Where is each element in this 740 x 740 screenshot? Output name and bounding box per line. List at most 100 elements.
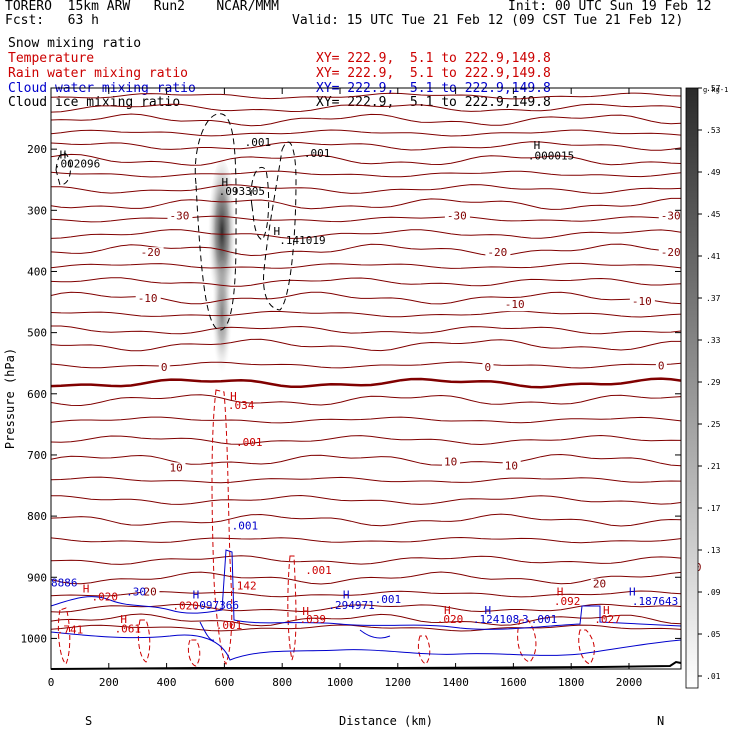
temperature-label-10: 0 bbox=[484, 361, 491, 374]
y-tick-label-1: 300 bbox=[27, 204, 47, 217]
temperature-contour-28 bbox=[51, 555, 681, 565]
rain-label-14: H bbox=[444, 604, 451, 617]
plot-frame bbox=[50, 87, 682, 670]
colorbar-label-10: .41 bbox=[706, 252, 721, 261]
south-label: S bbox=[85, 714, 92, 728]
temperature-contour-15 bbox=[51, 310, 681, 318]
temperature-label-6: -10 bbox=[138, 292, 158, 305]
temperature-label-9: 0 bbox=[161, 361, 168, 374]
rain-contour-2 bbox=[57, 607, 71, 665]
temperature-label-13: 10 bbox=[444, 455, 457, 468]
cloud-ice-label-1: .002096 bbox=[54, 158, 100, 171]
y-tick-label-6: 800 bbox=[27, 510, 47, 523]
temperature-contour-20 bbox=[51, 394, 681, 407]
y-axis-label: Pressure (hPa) bbox=[3, 348, 17, 449]
axes: 0 200 400 600 800 1000 1200 1400 1600 1800 2000200… bbox=[3, 88, 681, 728]
colorbar-label-3: .13 bbox=[706, 546, 721, 555]
temperature-contour-25 bbox=[51, 494, 681, 505]
temperature-contour-33 bbox=[51, 624, 681, 632]
temperature-label-bg-16 bbox=[590, 578, 609, 591]
temperature-contour-7 bbox=[51, 184, 681, 194]
temperature-label-5: -20 bbox=[661, 246, 681, 259]
rain-label-19: .027 bbox=[594, 613, 621, 626]
temperature-label-bg-13 bbox=[442, 456, 461, 469]
x-tick-label-7: 1400 bbox=[442, 676, 469, 689]
cloud-water-label-0: .001 bbox=[232, 520, 259, 533]
rain-label-0: H bbox=[230, 390, 237, 403]
cloud-water-contour-1 bbox=[51, 631, 681, 661]
temperature-label-bg-8 bbox=[629, 296, 655, 309]
rain-contour-7 bbox=[578, 629, 595, 665]
temperature-label-2: -30 bbox=[661, 209, 681, 222]
temperature-contour-13 bbox=[51, 277, 681, 287]
colorbar: .01 .05 .09 .13 .17 .21 .25 .29 .33 .37 .41 .45 .49.… bbox=[685, 84, 728, 689]
cloud-water-label-3: 8886 bbox=[51, 576, 78, 589]
rain-label-13: .039 bbox=[300, 613, 327, 626]
temperature-label-11: 0 bbox=[658, 359, 665, 372]
temperature-label-bg-5 bbox=[658, 247, 684, 260]
x-axis-label: Distance (km) bbox=[339, 714, 433, 728]
y-tick-label-2: 400 bbox=[27, 265, 47, 278]
rain-contour-0 bbox=[211, 389, 233, 665]
cloud-water-label-5: H bbox=[343, 589, 350, 602]
temperature-contour-16 bbox=[51, 325, 681, 335]
cloud-water-contour-0 bbox=[51, 549, 681, 630]
rain-label-7: H bbox=[120, 613, 127, 626]
temperature-contour-22 bbox=[51, 434, 681, 446]
x-tick-label-9: 1800 bbox=[558, 676, 585, 689]
rain-label-6: H bbox=[83, 583, 90, 596]
cloud-water-label-1: .097366 bbox=[193, 599, 239, 612]
cloud-water-label-11: .001 bbox=[531, 613, 558, 626]
cloud-water-label-4: .30 bbox=[126, 586, 146, 599]
cloud-water-contours bbox=[51, 549, 681, 661]
temperature-label-7: -10 bbox=[505, 298, 525, 311]
valid-time: Valid: 15 UTC Tue 21 Feb 12 (09 CST Tue … bbox=[292, 13, 684, 28]
temperature-label-bg-9 bbox=[158, 362, 170, 375]
cloud-ice-label-5: .141019 bbox=[279, 234, 325, 247]
temperature-contour-26 bbox=[51, 513, 681, 527]
temperature-contour-31 bbox=[51, 603, 681, 613]
cloud-ice-label-0: H bbox=[60, 148, 67, 161]
temperature-label-bg-2 bbox=[658, 210, 684, 223]
colorbar-unit: g kg-1 bbox=[703, 86, 728, 94]
rain-label-8: .061 bbox=[115, 622, 141, 635]
cloud-water-label-2: H bbox=[193, 589, 200, 602]
colorbar-label-8: .33 bbox=[706, 336, 721, 345]
cloud-water-label-13: .187643 bbox=[632, 595, 678, 608]
y-tick-label-0: 200 bbox=[27, 143, 47, 156]
temperature-contour-21 bbox=[51, 416, 681, 424]
field-label-snow: Snow mixing ratio bbox=[8, 36, 142, 51]
field-xy-temperature: XY= 222.9, 5.1 to 222.9,149.8 bbox=[316, 51, 551, 66]
rain-label-15: .020 bbox=[437, 613, 464, 626]
rain-label-1: .034 bbox=[228, 399, 255, 412]
rain-contour-5 bbox=[417, 635, 431, 665]
rain-label-12: H bbox=[302, 605, 309, 618]
cloud-water-label-10: 3 bbox=[522, 613, 529, 626]
x-tick-label-8: 1600 bbox=[500, 676, 527, 689]
x-tick-label-6: 1200 bbox=[385, 676, 412, 689]
cloud-ice-contour-2 bbox=[263, 141, 297, 311]
temperature-label-bg-12 bbox=[167, 462, 186, 475]
rain-label-5: .020 bbox=[91, 591, 118, 604]
cloud-water-contour-3 bbox=[359, 629, 391, 639]
rain-label-10: .020 bbox=[172, 600, 199, 613]
cloud-ice-label-9: .000015 bbox=[528, 150, 574, 163]
y-tick-label-3: 500 bbox=[27, 327, 47, 340]
temperature-contour-27 bbox=[51, 536, 681, 544]
rain-label-2: .001 bbox=[236, 436, 263, 449]
temperature-label-0: -30 bbox=[169, 209, 189, 222]
temperature-label-bg-1 bbox=[444, 210, 470, 223]
rain-label-17: .092 bbox=[554, 595, 581, 608]
temperature-label-1: -30 bbox=[447, 209, 467, 222]
rain-contour-6 bbox=[517, 619, 537, 663]
temperature-contour-1 bbox=[51, 103, 681, 113]
x-tick-label-4: 800 bbox=[272, 676, 292, 689]
temperature-contour-6 bbox=[51, 170, 681, 178]
field-xy-rain: XY= 222.9, 5.1 to 222.9,149.8 bbox=[316, 66, 551, 81]
temperature-label-bg-4 bbox=[485, 247, 511, 260]
temperature-contour-0 bbox=[51, 92, 681, 100]
temperature-contour-4 bbox=[51, 141, 681, 151]
cloud-ice-label-7: .001 bbox=[304, 147, 331, 160]
rain-contour-4 bbox=[187, 639, 201, 667]
